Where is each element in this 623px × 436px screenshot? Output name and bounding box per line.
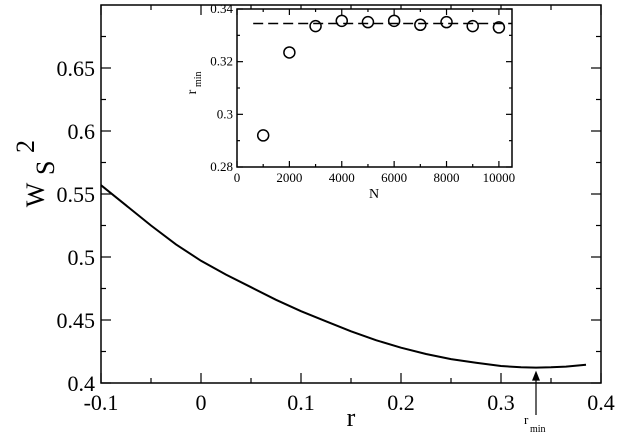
- inset-y-axis-label-sub: min: [193, 71, 204, 87]
- main-y-axis-label-sub: S: [31, 161, 60, 175]
- inset-x-axis-label: N: [369, 187, 379, 202]
- rmin-annotation: r min: [524, 370, 546, 435]
- inset-axis-ticks: [236, 8, 512, 168]
- inset-data-point: [309, 19, 322, 33]
- main-y-axis-label-base: W: [21, 182, 50, 207]
- inset-y-tick-label: 0.3: [217, 106, 233, 121]
- inset-data-point: [414, 18, 427, 32]
- inset-data-point: [440, 15, 453, 29]
- inset-y-tick-label: 0.28: [210, 159, 233, 174]
- main-tick-labels: -0.1 0 0.1 0.2 0.3 0.4 0.4 0.45 0.5 0.55 0.6 0.65: [57, 56, 615, 415]
- inset-data-point: [387, 14, 401, 28]
- inset-x-tick-label: 10000: [483, 170, 516, 185]
- main-y-tick-label: 0.5: [68, 245, 96, 270]
- inset-y-tick-label: 0.32: [210, 54, 233, 69]
- main-x-tick-label: 0.3: [487, 390, 515, 415]
- inset-data-point: [335, 14, 349, 28]
- inset-series-points: [256, 14, 506, 142]
- main-y-tick-label: 0.6: [68, 119, 96, 144]
- inset-y-axis-label-base: r: [185, 89, 200, 94]
- main-x-tick-label: 0.1: [287, 390, 315, 415]
- inset-background: [237, 9, 512, 167]
- inset-tick-labels: 0 2000 4000 6000 8000 10000 0.28 0.3 0.32 0.34: [210, 1, 515, 185]
- main-series-line: [100, 184, 587, 369]
- inset-y-tick-label: 0.34: [210, 1, 233, 16]
- main-x-axis-label: r: [347, 403, 356, 432]
- inset-data-point: [466, 19, 479, 33]
- inset-data-point: [256, 129, 270, 142]
- rmin-annotation-text: r: [524, 412, 529, 427]
- inset-data-point: [361, 15, 375, 29]
- main-y-tick-label: 0.45: [57, 308, 96, 333]
- inset-x-tick-label: 8000: [434, 170, 460, 185]
- inset-y-axis-label: r min: [185, 71, 204, 94]
- inset-data-point: [283, 46, 296, 59]
- inset-x-tick-label: 0: [234, 170, 241, 185]
- rmin-arrow-head: [532, 370, 540, 381]
- main-x-tick-label: -0.1: [84, 390, 119, 415]
- main-y-axis-label: W S 2: [11, 140, 60, 207]
- main-x-tick-label: 0.4: [587, 390, 615, 415]
- inset-x-tick-label: 4000: [329, 170, 355, 185]
- main-x-tick-label: 0: [196, 390, 207, 415]
- main-y-tick-label: 0.55: [57, 182, 96, 207]
- inset-data-point: [492, 21, 506, 34]
- inset-x-tick-label: 2000: [276, 170, 302, 185]
- main-y-tick-label: 0.4: [68, 371, 96, 396]
- main-x-tick-label: 0.2: [387, 390, 415, 415]
- main-y-axis-label-sup: 2: [11, 140, 40, 153]
- inset-x-tick-label: 6000: [381, 170, 407, 185]
- main-y-tick-label: 0.65: [57, 56, 96, 81]
- rmin-annotation-sub: min: [530, 424, 546, 435]
